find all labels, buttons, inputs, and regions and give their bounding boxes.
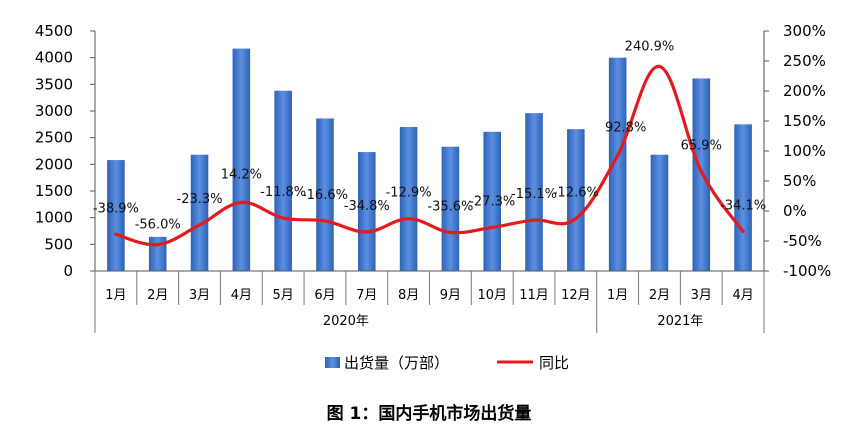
line-data-label: 65.9%: [681, 138, 722, 153]
line-data-label: -56.0%: [135, 218, 181, 233]
line-point: [281, 216, 285, 220]
line-data-label: -15.1%: [511, 187, 557, 202]
bar: [190, 154, 209, 271]
x-tick-label: 11月: [519, 288, 549, 303]
y-left-tick-label: 0: [63, 262, 73, 280]
line-data-label: -27.3%: [469, 194, 515, 209]
y-right-tick-label: 0%: [783, 202, 807, 220]
x-tick-label: 10月: [477, 288, 507, 303]
bar: [567, 129, 585, 271]
x-tick-label: 9月: [440, 288, 461, 303]
bar: [316, 118, 334, 271]
y-right-tick-label: 300%: [783, 22, 826, 40]
bar: [399, 127, 418, 271]
line-data-label: -12.9%: [386, 186, 432, 201]
legend-bar-label: 出货量（万部）: [344, 354, 449, 372]
x-tick-label: 1月: [105, 288, 126, 303]
line-data-label: 14.2%: [221, 167, 262, 182]
bar: [734, 124, 752, 271]
line-data-label: -35.6%: [427, 199, 473, 214]
line-data-label: 92.8%: [605, 120, 646, 135]
line-point: [406, 217, 411, 221]
bar: [650, 154, 669, 271]
x-axis: 1月 2月 3月 4月 5月 6月 7月 8月 9月 10月 11月 12月 1月 2月 3月 4月 2020年…: [94, 271, 765, 333]
data-labels: -38.9% -56.0% -23.3% 14.2% -11.8%-16.6%-34.8…: [93, 39, 766, 232]
line-point: [365, 230, 369, 234]
x-tick-label: 4月: [732, 288, 753, 303]
line-point: [239, 200, 243, 205]
line-point: [532, 218, 536, 222]
x-tick-label: 8月: [398, 288, 419, 303]
legend: 出货量（万部） 同比: [325, 354, 569, 372]
bar: [358, 152, 376, 271]
line-point: [323, 219, 327, 223]
figure-caption: 图 1：国内手机市场出货量: [327, 403, 532, 424]
line-data-label: -38.9%: [93, 201, 139, 216]
bar-series: [107, 48, 752, 271]
y-left-tick-label: 4500: [35, 22, 73, 40]
x-tick-label: 4月: [231, 288, 252, 303]
line-data-label: -11.8%: [260, 185, 306, 200]
line-data-label: -34.1%: [720, 198, 766, 213]
line-data-label: 240.9%: [625, 39, 675, 54]
y-left-tick-label: 2000: [35, 155, 73, 173]
bar: [525, 113, 543, 271]
bar: [441, 146, 460, 271]
y-left-tick-label: 3500: [35, 75, 73, 93]
line-point: [657, 64, 662, 69]
line-point: [574, 216, 578, 221]
y-right-tick-label: 50%: [783, 172, 816, 190]
y-left-tick-label: 4000: [35, 49, 73, 67]
y-right-tick-label: 250%: [783, 52, 826, 70]
x-tick-label: 3月: [189, 288, 210, 303]
y-left-tick-label: 3000: [35, 102, 73, 120]
line-point: [490, 225, 494, 229]
y-right-tick-label: 200%: [783, 82, 826, 100]
x-tick-label: 3月: [691, 288, 712, 303]
line-point: [448, 230, 453, 234]
x-tick-label: 1月: [607, 288, 628, 303]
y-right-tick-label: 150%: [783, 112, 826, 130]
x-group-label: 2020年: [323, 314, 369, 329]
y-right-tick-label: 100%: [783, 142, 826, 160]
line-data-label: -16.6%: [302, 188, 348, 203]
bar: [608, 57, 627, 271]
y-right-tick-label: -100%: [783, 262, 831, 280]
x-tick-label: 6月: [314, 288, 335, 303]
line-point: [699, 169, 703, 174]
bar: [274, 90, 292, 271]
legend-bar-swatch: [325, 357, 340, 368]
line-point: [114, 232, 118, 236]
y-left-tick-label: 1000: [35, 209, 73, 227]
bar: [483, 131, 501, 271]
line-point: [156, 243, 160, 247]
x-tick-label: 2月: [649, 288, 670, 303]
line-data-label: -34.8%: [344, 199, 390, 214]
line-point: [741, 229, 745, 234]
line-data-label: -12.6%: [553, 186, 599, 201]
yoy-line: [114, 64, 745, 247]
x-tick-label: 7月: [356, 288, 377, 303]
y-left-axis: 0 500 1000 1500 2000 2500 3000 3500 4000 4500: [35, 22, 95, 280]
y-right-tick-label: -50%: [783, 232, 822, 250]
y-left-tick-label: 2500: [35, 129, 73, 147]
line-data-label: -23.3%: [177, 192, 223, 207]
y-right-axis: -100% -50% 0% 50% 100% 150% 200% 250% 300%: [764, 22, 831, 280]
x-group-label: 2021年: [657, 314, 703, 329]
y-left-tick-label: 1500: [35, 182, 73, 200]
bar: [232, 48, 251, 271]
line-series: [114, 64, 745, 247]
x-tick-label: 5月: [273, 288, 294, 303]
line-point: [616, 153, 620, 157]
bar: [107, 160, 125, 271]
x-tick-label: 2月: [147, 288, 168, 303]
legend-line-label: 同比: [539, 354, 569, 372]
x-tick-label: 12月: [561, 288, 591, 303]
line-point: [197, 223, 202, 227]
y-left-tick-label: 500: [44, 235, 73, 253]
